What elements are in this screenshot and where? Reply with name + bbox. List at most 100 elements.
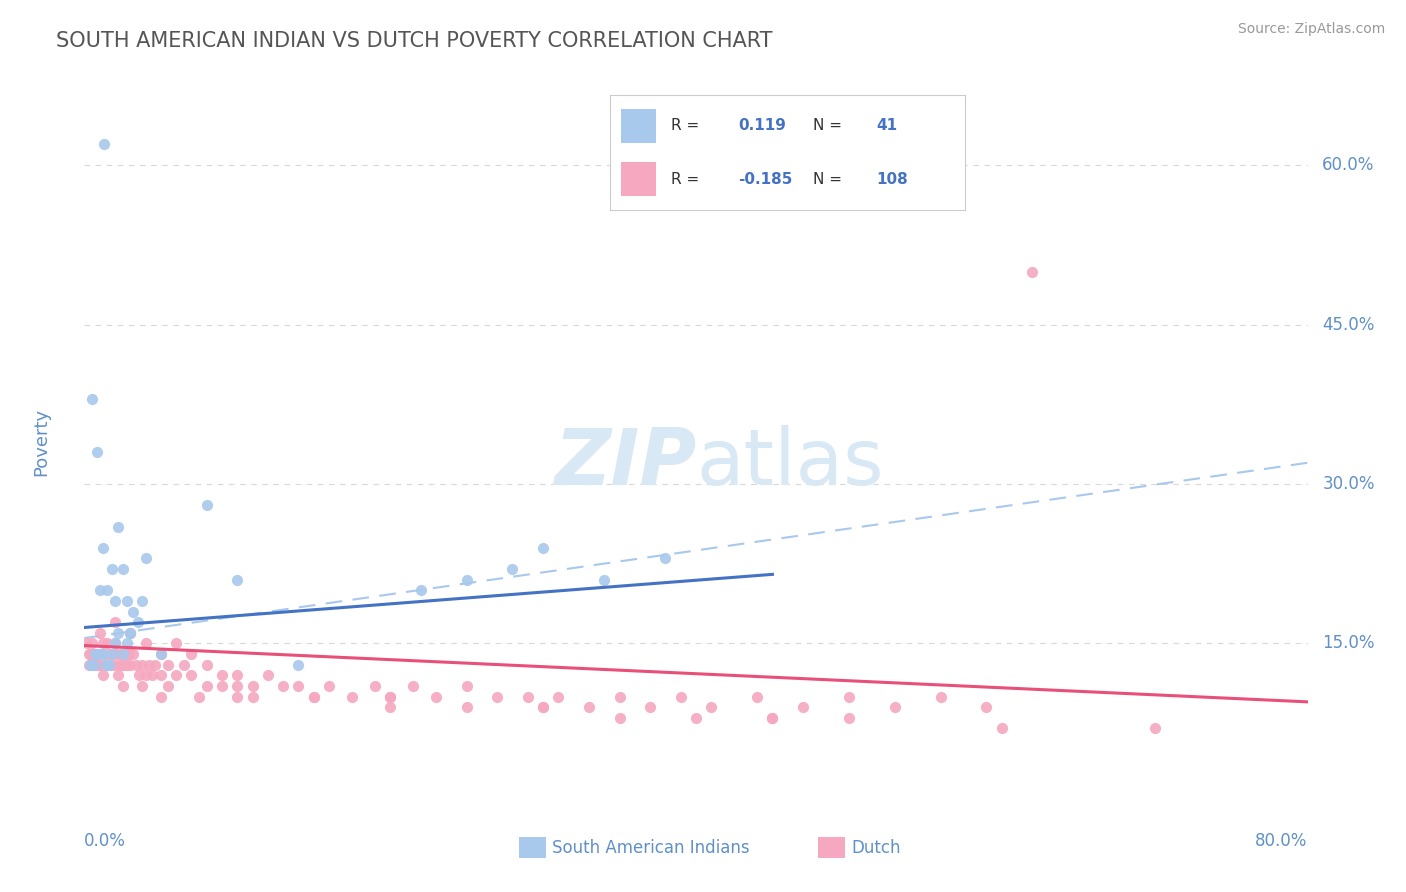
Text: South American Indians: South American Indians — [551, 838, 749, 856]
Point — [157, 679, 180, 693]
Point — [77, 657, 100, 672]
Point — [107, 668, 129, 682]
Point — [122, 605, 145, 619]
Bar — [818, 837, 845, 858]
Point — [991, 722, 1014, 736]
Point — [111, 647, 134, 661]
Point — [180, 647, 202, 661]
Point — [98, 657, 121, 672]
Point — [115, 657, 138, 672]
Point — [761, 711, 783, 725]
Point — [287, 679, 309, 693]
Point — [242, 679, 264, 693]
Point — [402, 679, 425, 693]
Point — [226, 679, 249, 693]
Point — [141, 668, 163, 682]
Point — [883, 700, 905, 714]
Point — [685, 711, 707, 725]
Point — [531, 700, 554, 714]
Point — [96, 657, 118, 672]
Point — [84, 657, 107, 672]
Point — [114, 647, 136, 661]
Point — [101, 562, 124, 576]
Point — [104, 636, 127, 650]
Point — [120, 625, 142, 640]
Point — [456, 679, 478, 693]
Point — [149, 647, 172, 661]
Point — [76, 636, 98, 650]
Point — [80, 636, 103, 650]
Point — [211, 679, 233, 693]
Point — [79, 657, 101, 672]
Point — [105, 647, 128, 661]
Text: Dutch: Dutch — [851, 838, 901, 856]
Point — [180, 668, 202, 682]
Point — [120, 625, 142, 640]
Text: SOUTH AMERICAN INDIAN VS DUTCH POVERTY CORRELATION CHART: SOUTH AMERICAN INDIAN VS DUTCH POVERTY C… — [56, 31, 773, 51]
Point — [188, 690, 211, 704]
Point — [226, 573, 249, 587]
Point — [86, 445, 108, 459]
Point — [138, 657, 160, 672]
Text: ZIP: ZIP — [554, 425, 696, 501]
Point — [242, 690, 264, 704]
Point — [127, 615, 149, 630]
Point — [486, 690, 509, 704]
Point — [226, 668, 249, 682]
Point — [107, 625, 129, 640]
Point — [761, 711, 783, 725]
Point — [103, 657, 125, 672]
Point — [502, 562, 524, 576]
Point — [654, 551, 676, 566]
Point — [97, 657, 120, 672]
Bar — [519, 837, 546, 858]
Point — [115, 594, 138, 608]
Point — [257, 668, 280, 682]
Point — [91, 668, 114, 682]
Point — [91, 647, 114, 661]
Point — [669, 690, 692, 704]
Point — [149, 647, 172, 661]
Point — [96, 657, 118, 672]
Point — [96, 636, 118, 650]
Point — [110, 657, 132, 672]
Point — [135, 668, 157, 682]
Point — [380, 700, 402, 714]
Point — [792, 700, 814, 714]
Point — [89, 647, 111, 661]
Point — [226, 690, 249, 704]
Point — [302, 690, 325, 704]
Point — [165, 636, 187, 650]
Point — [173, 657, 195, 672]
Text: Source: ZipAtlas.com: Source: ZipAtlas.com — [1237, 22, 1385, 37]
Text: 0.0%: 0.0% — [84, 831, 127, 850]
Point — [97, 647, 120, 661]
Point — [456, 573, 478, 587]
Point — [638, 700, 661, 714]
Point — [108, 647, 131, 661]
Point — [157, 657, 180, 672]
Point — [929, 690, 952, 704]
Point — [107, 657, 129, 672]
Point — [107, 519, 129, 533]
Point — [425, 690, 447, 704]
Point — [838, 690, 860, 704]
Text: Poverty: Poverty — [32, 408, 51, 475]
Point — [609, 711, 631, 725]
Point — [122, 647, 145, 661]
Point — [79, 647, 101, 661]
Point — [547, 690, 569, 704]
Point — [211, 668, 233, 682]
Point — [531, 700, 554, 714]
Point — [91, 636, 114, 650]
Point — [94, 657, 117, 672]
Point — [302, 690, 325, 704]
Point — [104, 594, 127, 608]
Text: 80.0%: 80.0% — [1256, 831, 1308, 850]
Point — [1143, 722, 1166, 736]
Point — [287, 657, 309, 672]
Point — [115, 636, 138, 650]
Point — [112, 657, 135, 672]
Point — [131, 679, 153, 693]
Point — [149, 668, 172, 682]
